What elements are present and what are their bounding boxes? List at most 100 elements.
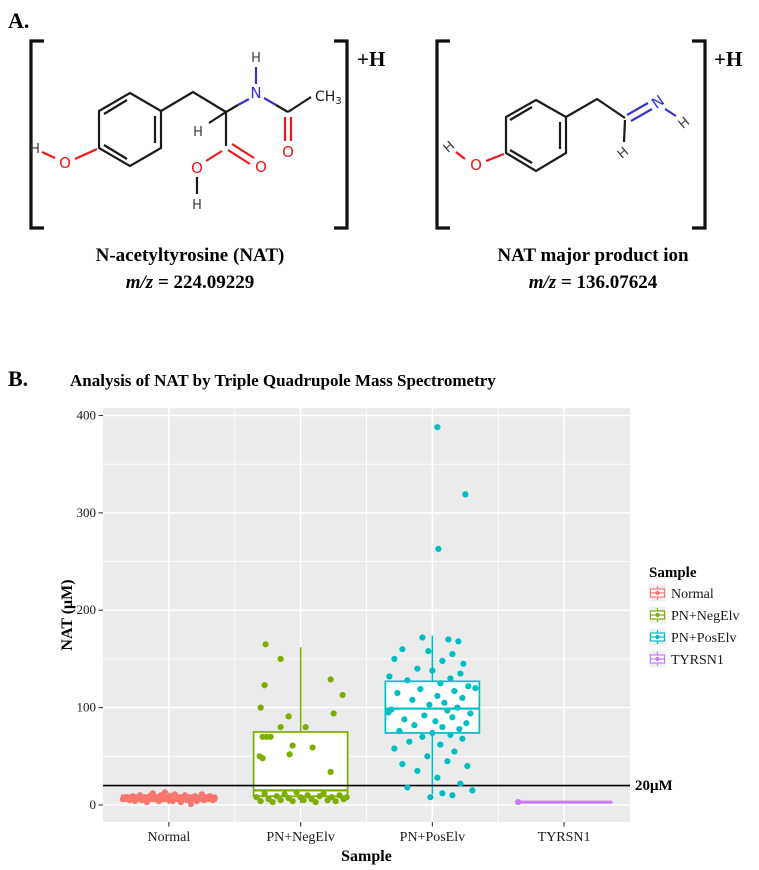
y-tick-400: 400 xyxy=(77,407,97,422)
jitter-point xyxy=(289,742,296,749)
jitter-point xyxy=(277,655,284,663)
jitter-point xyxy=(399,761,406,768)
bond-ch2 xyxy=(160,90,227,113)
atom-o: O xyxy=(282,143,294,161)
atom-h: H xyxy=(441,138,458,156)
legend-key-point xyxy=(655,612,660,618)
legend-key-TYRSN1 xyxy=(649,650,666,668)
jitter-point xyxy=(424,753,431,760)
bond-c-double-n xyxy=(626,102,649,116)
atom-o: O xyxy=(255,158,267,176)
x-tick-normal: Normal xyxy=(148,830,191,845)
jitter-point xyxy=(259,755,266,762)
bond-ch2 xyxy=(565,97,626,119)
jitter-point xyxy=(444,707,451,714)
jitter-points xyxy=(119,424,522,808)
mz-value: = 224.09229 xyxy=(153,272,254,293)
bond-o-ring xyxy=(74,147,98,161)
molecule-caption: N-acetyltyrosine (NAT) xyxy=(96,245,285,266)
bond-c-double-o xyxy=(227,149,251,165)
ring-double-bond xyxy=(103,99,128,115)
jitter-point xyxy=(434,424,441,431)
jitter-point xyxy=(262,641,269,648)
reference-line-label: 20μM xyxy=(635,778,673,794)
jitter-point xyxy=(394,689,401,697)
jitter-point xyxy=(285,713,292,720)
atom-o: O xyxy=(470,156,482,174)
axis-ticks xyxy=(98,414,565,827)
jitter-point xyxy=(515,798,522,806)
legend-key-point xyxy=(655,656,660,662)
jitter-point xyxy=(161,789,168,796)
legend-label-pnposelv: PN+PosElv xyxy=(671,631,736,646)
atom-h: H xyxy=(30,142,40,157)
legend-key-PN+NegElv xyxy=(649,606,666,624)
jitter-point xyxy=(441,699,448,706)
jitter-point xyxy=(435,545,442,553)
bond-alpha-n xyxy=(225,104,239,113)
jitter-point xyxy=(439,724,446,731)
ch3-main: CH xyxy=(315,89,335,105)
jitter-point xyxy=(211,795,218,802)
jitter-point xyxy=(454,704,461,711)
boxplot-chart xyxy=(98,408,630,827)
jitter-point xyxy=(419,634,426,641)
jitter-point xyxy=(429,667,436,674)
jitter-point xyxy=(386,673,393,680)
legend-key-point xyxy=(655,634,660,640)
jitter-point xyxy=(449,650,456,658)
bond-o-ring xyxy=(485,152,505,163)
bond-h-o xyxy=(41,151,56,159)
jitter-point xyxy=(456,725,463,733)
y-tick-0: 0 xyxy=(90,797,97,812)
bond-c-double-n xyxy=(630,108,653,122)
jitter-point xyxy=(425,648,432,655)
atom-o: O xyxy=(191,159,203,177)
y-tick-200: 200 xyxy=(77,602,97,617)
ring-double-bond xyxy=(103,144,128,160)
atom-h: H xyxy=(615,144,632,162)
jitter-point xyxy=(339,691,346,699)
atom-o: O xyxy=(59,154,71,172)
x-tick-pnnegelv: PN+NegElv xyxy=(266,830,335,845)
jitter-point xyxy=(457,670,464,677)
jitter-point xyxy=(429,729,436,737)
jitter-point xyxy=(451,687,458,695)
jitter-point xyxy=(309,744,316,751)
jitter-point xyxy=(404,784,411,791)
jitter-point xyxy=(396,727,403,735)
charge-label: +H xyxy=(357,47,385,71)
jitter-point xyxy=(187,800,194,808)
molecule-nat-product-ion: +H H O H N H NAT major product ion m/z =… xyxy=(435,39,742,293)
jitter-point xyxy=(257,704,264,711)
mz-label: m/z = 224.09229 xyxy=(126,272,255,293)
jitter-point xyxy=(451,748,458,755)
molecule-caption: NAT major product ion xyxy=(497,245,689,266)
benzene-ring xyxy=(97,91,163,168)
jitter-point xyxy=(414,767,421,775)
legend-title: Sample xyxy=(649,565,697,581)
jitter-point xyxy=(253,794,260,801)
bond-h-o xyxy=(455,151,466,160)
jitter-point xyxy=(136,792,143,799)
panel-b-label: B. xyxy=(8,366,28,391)
benzene-ring xyxy=(504,98,568,173)
jitter-point xyxy=(391,655,398,663)
jitter-point xyxy=(257,798,264,805)
panel-a-label: A. xyxy=(8,8,29,33)
legend-key-Normal xyxy=(649,584,666,602)
jitter-point xyxy=(385,709,392,716)
atom-h: H xyxy=(192,198,202,213)
jitter-point xyxy=(419,733,426,740)
jitter-point xyxy=(404,677,411,684)
y-tick-300: 300 xyxy=(77,505,97,520)
legend-key-PN+PosElv xyxy=(649,628,666,646)
jitter-point xyxy=(409,696,416,703)
jitter-point xyxy=(459,735,466,742)
box xyxy=(252,731,349,798)
jitter-point xyxy=(426,701,433,708)
jitter-point xyxy=(445,636,452,643)
atom-ch3: CH3 xyxy=(315,89,342,107)
bond-alpha-h xyxy=(208,111,227,124)
